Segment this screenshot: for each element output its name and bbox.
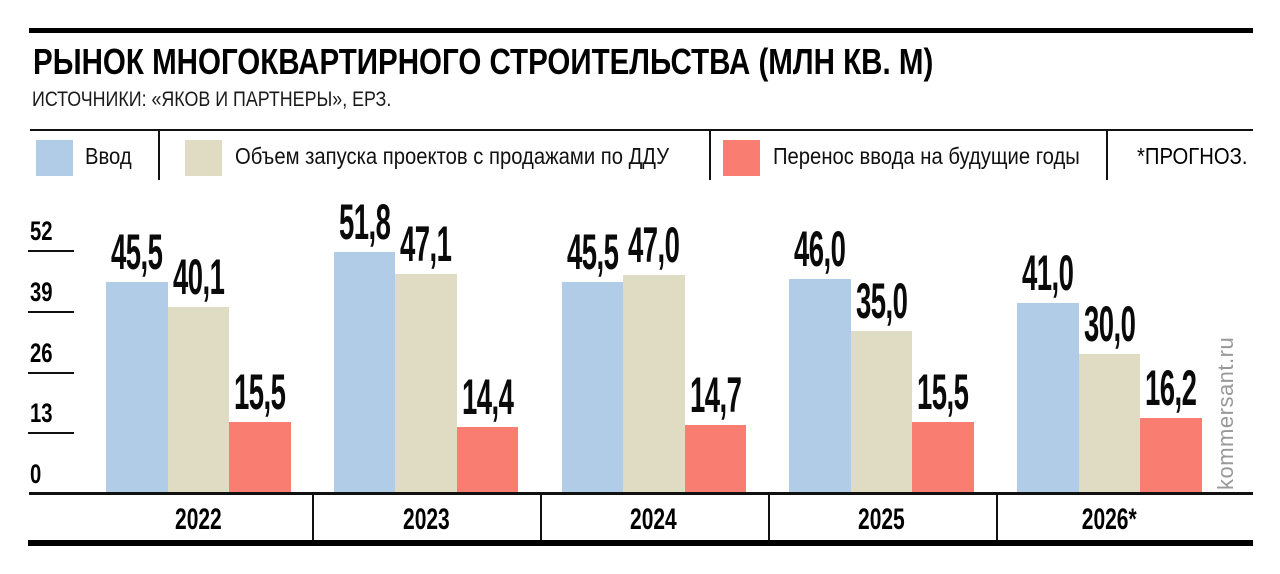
legend-top-divider: [30, 129, 1253, 131]
bar-value-2026*-series0: 41,0: [997, 248, 1099, 298]
bar-value-2023-series2-text: 14,4: [461, 368, 514, 425]
legend-item-postponed: Перенос ввода на будущие годы: [709, 131, 1106, 180]
y-tick-label-52-text: 52: [30, 216, 53, 247]
bar-value-2022-series2: 15,5: [209, 367, 311, 417]
bar-value-2024-series1-text: 47,0: [628, 216, 680, 273]
bar-value-2023-series0-text: 51,8: [338, 194, 391, 251]
bar-2022-series0: [106, 281, 168, 494]
y-tick-label-0-text: 0: [30, 459, 42, 489]
bar-2023-series0: [333, 252, 396, 494]
bar-value-2024-series0-text: 45,5: [566, 223, 619, 280]
bar-2024-series0: [561, 281, 623, 494]
bar-value-2026*-series2: 16,2: [1120, 363, 1222, 413]
year-label-2025: 2025: [769, 503, 994, 536]
year-label-2022-text: 2022: [174, 503, 222, 536]
bar-value-2022-series0-text: 45,5: [111, 223, 163, 280]
y-tick-label-13: 13: [30, 398, 60, 428]
bar-2025-series2: [912, 421, 974, 494]
bar-value-2023-series0: 51,8: [314, 197, 416, 247]
legend-divider-2: [709, 131, 711, 180]
bar-value-2022-series0: 45,5: [86, 227, 188, 277]
year-divider-1: [312, 495, 315, 540]
bar-2022-series1: [167, 306, 229, 494]
year-label-2026*-text: 2026*: [1081, 503, 1137, 536]
bar-value-2022-series2-text: 15,5: [234, 363, 286, 420]
bar-2025-series0: [789, 279, 851, 494]
legend-forecast-note: *ПРОГНОЗ.: [1106, 131, 1253, 180]
y-tick-label-0: 0: [30, 459, 45, 489]
y-tick-line-39: [28, 310, 74, 313]
year-label-2023: 2023: [314, 503, 539, 536]
bottom-rule: [28, 540, 1253, 546]
y-tick-label-26: 26: [30, 338, 60, 368]
bar-value-2025-series2: 15,5: [892, 367, 994, 417]
year-divider-4: [995, 495, 998, 540]
legend-label: Перенос ввода на будущие годы: [773, 143, 1080, 169]
year-label-2024: 2024: [542, 503, 767, 536]
bar-2023-series2: [456, 426, 519, 494]
bar-value-2025-series1-text: 35,0: [855, 272, 908, 329]
source-note-text: ИСТОЧНИКИ: «ЯКОВ И ПАРТНЕРЫ», ЕРЗ.: [32, 88, 392, 111]
year-label-2026*: 2026*: [997, 503, 1222, 536]
bar-value-2024-series1: 47,0: [603, 220, 705, 270]
year-label-2022: 2022: [86, 503, 311, 536]
legend-swatch-blue: [36, 140, 73, 176]
forecast-note-text: *ПРОГНОЗ.: [1136, 143, 1247, 169]
legend-divider-1: [158, 131, 160, 180]
y-tick-line-52: [28, 250, 74, 253]
y-tick-label-26-text: 26: [30, 337, 53, 368]
year-label-2025-text: 2025: [858, 503, 905, 536]
bar-value-2026*-series1: 30,0: [1059, 299, 1161, 349]
bar-value-2024-series2-text: 14,7: [689, 367, 742, 424]
y-tick-line-26: [28, 371, 74, 374]
year-label-2023-text: 2023: [402, 503, 450, 536]
legend-label: Ввод: [85, 143, 132, 169]
bar-2024-series2: [684, 425, 746, 494]
legend: Ввод Объем запуска проектов с продажами …: [30, 131, 1253, 180]
bar-value-2025-series0-text: 46,0: [794, 221, 846, 278]
page-title-text: РЫНОК МНОГОКВАРТИРНОГО СТРОИТЕЛЬСТВА (МЛ…: [33, 41, 934, 82]
legend-swatch-red: [723, 140, 760, 176]
bar-value-2024-series2: 14,7: [665, 370, 767, 420]
bar-value-2024-series0: 45,5: [542, 227, 644, 277]
bar-value-2022-series1: 40,1: [148, 252, 250, 302]
bar-2024-series1: [623, 274, 685, 494]
bar-value-2025-series0: 46,0: [769, 224, 871, 274]
bar-value-2025-series2-text: 15,5: [917, 363, 969, 420]
bar-2025-series1: [850, 330, 913, 494]
year-label-2024-text: 2024: [630, 503, 678, 536]
top-rule: [29, 28, 1253, 33]
bar-value-2025-series1: 35,0: [831, 276, 933, 326]
year-divider-2: [540, 495, 542, 540]
bar-2026*-series2: [1140, 418, 1202, 494]
y-tick-line-13: [28, 432, 74, 435]
page-title: РЫНОК МНОГОКВАРТИРНОГО СТРОИТЕЛЬСТВА (МЛ…: [33, 44, 1131, 80]
legend-item-vvod: Ввод: [30, 131, 158, 180]
bar-value-2026*-series1-text: 30,0: [1083, 295, 1136, 352]
year-divider-3: [767, 495, 770, 540]
y-tick-label-39-text: 39: [30, 276, 53, 307]
bar-value-2023-series2: 14,4: [437, 372, 539, 422]
bar-2026*-series1: [1078, 353, 1140, 494]
y-tick-label-39: 39: [30, 277, 60, 307]
source-note: ИСТОЧНИКИ: «ЯКОВ И ПАРТНЕРЫ», ЕРЗ.: [32, 89, 455, 110]
bar-2023-series1: [395, 274, 457, 494]
y-tick-label-13-text: 13: [30, 398, 53, 429]
bar-2022-series2: [229, 421, 291, 494]
bar-2026*-series0: [1017, 302, 1079, 494]
legend-item-launch: Объем запуска проектов с продажами по ДД…: [158, 131, 709, 180]
bar-value-2023-series1: 47,1: [375, 219, 477, 269]
x-axis-baseline: [29, 492, 1253, 495]
y-tick-label-52: 52: [30, 216, 60, 246]
legend-divider-3: [1106, 131, 1108, 180]
legend-label: Объем запуска проектов с продажами по ДД…: [235, 143, 670, 169]
bar-value-2023-series1-text: 47,1: [400, 216, 452, 273]
bar-value-2026*-series0-text: 41,0: [1022, 244, 1074, 301]
bar-value-2022-series1-text: 40,1: [172, 248, 225, 305]
bar-value-2026*-series2-text: 16,2: [1145, 360, 1197, 417]
legend-swatch-beige: [185, 140, 222, 176]
